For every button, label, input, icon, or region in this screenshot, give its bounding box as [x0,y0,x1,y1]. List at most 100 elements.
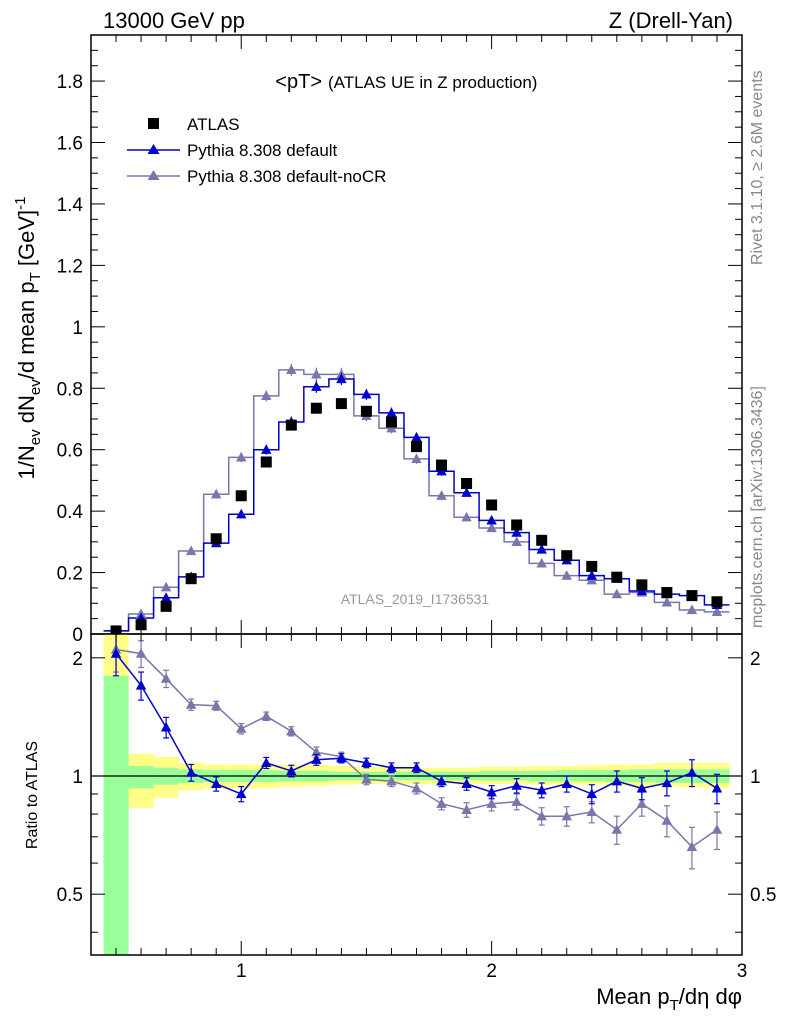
legend: ATLAS Pythia 8.308 default Pythia 8.308 … [127,115,386,186]
main-atlas-point [561,550,573,562]
main-atlas-point [486,499,498,511]
main-nocr-point [711,606,723,617]
main-panel: 0 0.2 0.4 0.6 0.8 1 1.2 1.4 1.6 1.8 1/Nev dNev/d … [12,34,743,646]
main-y-tick-label: 0.8 [57,379,83,400]
legend-label-nocr: Pythia 8.308 default-noCR [187,167,386,186]
ratio-y-tick-label: 1 [72,767,83,788]
ratio-default-point [336,752,347,763]
main-nocr-point [486,522,497,533]
process-label: Z (Drell-Yan) [609,8,733,33]
ratio-default-point [311,754,322,764]
legend-marker-atlas [148,118,159,129]
ratio-nocr-point [386,775,397,786]
main-y-tick-label: 1.6 [57,134,83,155]
rivet-label: Rivet 3.1.10, ≥ 2.6M events [749,70,766,265]
legend-marker-default [147,144,160,154]
main-atlas-point [185,573,197,585]
ratio-nocr-point [160,673,172,683]
ratio-y-tick-label: 0.5 [57,885,83,906]
ratio-y-tick-label-right: 1 [750,767,761,788]
main-atlas-point [135,619,147,631]
ratio-nocr-point [210,700,222,710]
ratio-default-point [185,767,197,777]
ratio-nocr-point [486,798,497,808]
main-y-tick-label: 1.4 [57,195,84,216]
ratio-default-point [461,778,472,788]
main-nocr-point [160,581,172,592]
ratio-default-point [386,762,397,772]
panel-title-main: <pT> [275,71,322,93]
main-atlas-point [335,398,347,410]
main-nocr-point [436,490,447,500]
ratio-nocr-point [611,824,623,834]
main-default-point [386,407,397,417]
main-nocr-point [511,536,522,546]
main-default-point [586,570,597,580]
main-atlas-point [586,560,598,572]
main-atlas-point [661,587,673,599]
ratio-nocr-point [261,710,272,721]
ratio-nocr-point [636,798,648,808]
main-y-axis-title: 1/Nev dNev/d mean pT [GeV]-1 [12,197,44,480]
ratio-default-point [261,757,272,768]
analysis-watermark: ATLAS_2019_I1736531 [341,591,490,607]
ratio-panel: 0.5 0.5 1 1 2 2 1 2 3 Ratio to ATLAS Mean pT/dη … [24,633,776,1014]
main-atlas-point [285,419,297,431]
main-nocr-point [686,604,698,615]
ratio-nocr-point [561,810,572,821]
panel-title-sub: (ATLAS UE in Z production) [328,73,537,92]
main-y-tick-label: 1.2 [57,256,83,277]
ratio-default-point [536,784,547,795]
ratio-y-tick-label-right: 2 [750,649,761,670]
ratio-default-point [511,780,522,790]
main-nocr-point [561,570,572,580]
main-nocr-point [210,488,222,499]
ratio-nocr-point [135,648,147,658]
ratio-nocr-point [286,725,297,736]
main-nocr-point [236,451,247,462]
ratio-nocr-point [586,806,597,817]
ratio-default-point [636,782,648,793]
main-default-point [336,373,347,384]
ratio-nocr-point [236,723,247,733]
main-atlas-point [711,596,723,608]
main-atlas-point [160,600,172,612]
ratio-band-green [103,675,129,955]
ratio-nocr-point [536,810,547,821]
main-y-tick-label: 0.2 [57,564,83,585]
ratio-default-point [135,680,147,690]
ratio-y-tick-label: 2 [72,649,83,670]
main-atlas-point [310,402,322,414]
ratio-default-point [711,782,723,793]
ratio-nocr-point [361,773,372,784]
main-atlas-point [536,534,548,546]
ratio-nocr-point [686,841,698,851]
main-y-tick-label: 0.6 [57,441,83,462]
main-nocr-point [661,596,673,607]
main-nocr-point [611,588,623,599]
energy-label: 13000 GeV pp [103,8,245,33]
main-nocr-point [286,364,297,374]
main-nocr-point [261,390,272,401]
ratio-nocr-point [436,798,447,808]
ratio-nocr-point [661,815,673,825]
ratio-default-point [210,778,222,788]
legend-marker-nocr [147,170,160,180]
main-atlas-point [360,405,372,417]
ratio-band-green [128,766,154,789]
main-atlas-point [511,519,523,531]
x-tick-label: 1 [236,961,247,982]
main-atlas-point [436,459,448,471]
ratio-default-point [361,757,372,768]
ratio-default-point [236,788,247,799]
main-atlas-point [611,571,623,583]
main-nocr-point [311,368,322,379]
main-atlas-point [385,416,397,428]
ratio-default-point [286,765,297,776]
ratio-default-point [661,777,673,788]
main-atlas-point [210,533,222,545]
main-atlas-point [260,456,272,468]
main-default-point [411,431,422,442]
ratio-nocr-point [511,796,522,806]
